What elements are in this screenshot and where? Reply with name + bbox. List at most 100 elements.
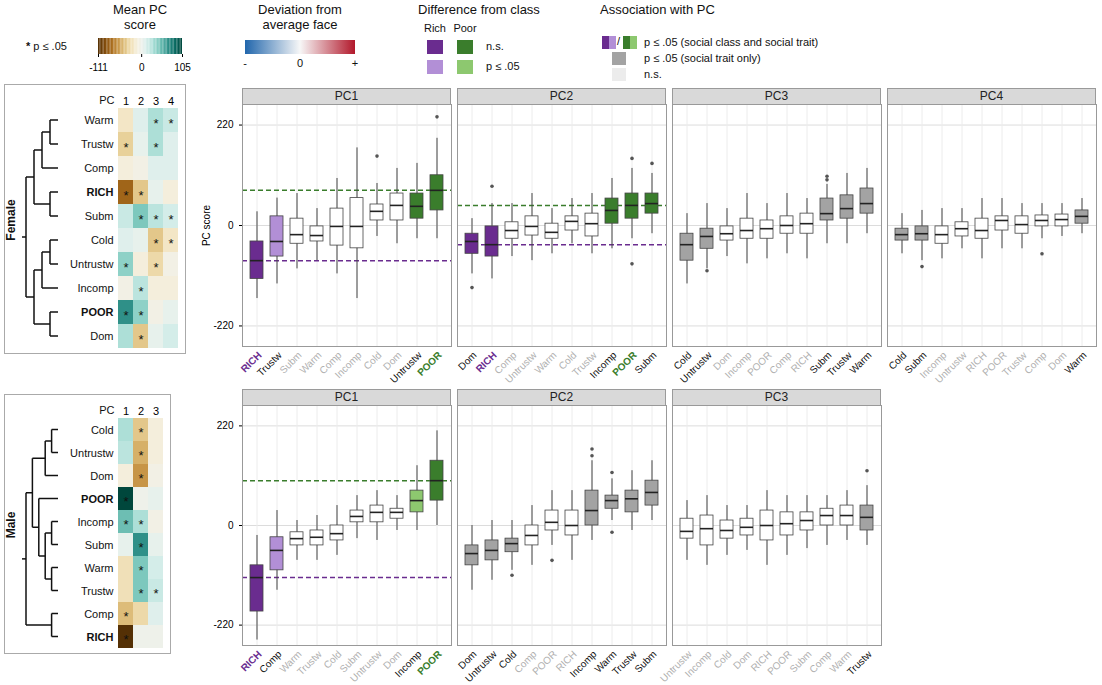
svg-text:Untrustw: Untrustw (678, 349, 714, 385)
svg-text:*: * (138, 425, 143, 440)
svg-text:*: * (123, 308, 128, 323)
svg-text:POOR: POOR (415, 648, 444, 677)
svg-text:Cold: Cold (91, 424, 114, 436)
svg-text:Incomp: Incomp (333, 349, 364, 380)
svg-text:4: 4 (168, 95, 174, 107)
svg-text:Untrustw: Untrustw (503, 349, 539, 386)
svg-text:Cold: Cold (711, 648, 733, 670)
svg-text:Trustw: Trustw (845, 648, 874, 677)
svg-text:Warm: Warm (1062, 349, 1088, 375)
svg-text:-220: -220 (213, 619, 233, 630)
svg-text:*: * (123, 517, 128, 532)
svg-text:0: 0 (228, 520, 234, 531)
svg-text:*: * (138, 517, 143, 532)
svg-text:Cold: Cold (361, 349, 383, 371)
svg-text:Warm: Warm (532, 349, 558, 375)
svg-text:PC: PC (99, 94, 114, 106)
svg-text:*: * (153, 140, 158, 155)
svg-text:*: * (138, 188, 143, 203)
svg-text:Warm: Warm (85, 114, 114, 126)
svg-text:POOR: POOR (415, 349, 444, 378)
svg-text:*: * (138, 284, 143, 299)
svg-text:Untrustw: Untrustw (463, 648, 499, 684)
svg-text:RICH: RICH (474, 349, 499, 374)
svg-text:Female: Female (4, 199, 18, 241)
svg-text:220: 220 (217, 420, 234, 431)
svg-text:*: * (153, 236, 158, 251)
svg-text:Subm: Subm (85, 539, 114, 551)
svg-text:Incomp: Incomp (77, 282, 113, 294)
svg-text:*: * (138, 540, 143, 555)
svg-text:*: * (123, 609, 128, 624)
svg-text:POOR: POOR (530, 648, 559, 677)
svg-text:PC score: PC score (201, 205, 212, 247)
svg-text:*: * (138, 332, 143, 347)
svg-text:2: 2 (138, 95, 144, 107)
svg-text:0: 0 (228, 220, 234, 231)
svg-text:RICH: RICH (239, 648, 264, 673)
svg-text:*: * (123, 260, 128, 275)
svg-text:Male: Male (4, 511, 18, 538)
svg-text:*: * (138, 308, 143, 323)
svg-text:Subm: Subm (632, 349, 658, 375)
svg-text:Trustw: Trustw (610, 648, 639, 677)
svg-text:*: * (153, 212, 158, 227)
svg-text:Warm: Warm (847, 349, 873, 375)
svg-text:2: 2 (138, 405, 144, 417)
svg-text:*: * (153, 116, 158, 131)
svg-text:Trustw: Trustw (295, 648, 324, 677)
svg-text:RICH: RICH (87, 631, 114, 643)
svg-text:*: * (123, 494, 128, 509)
svg-text:POOR: POOR (81, 493, 113, 505)
svg-text:POOR: POOR (765, 648, 794, 677)
svg-text:*: * (153, 260, 158, 275)
svg-text:1: 1 (123, 405, 129, 417)
svg-text:POOR: POOR (81, 306, 113, 318)
svg-text:Trustw: Trustw (1000, 349, 1029, 378)
svg-text:Cold: Cold (91, 234, 114, 246)
svg-text:*: * (168, 212, 173, 227)
svg-text:*: * (168, 116, 173, 131)
svg-text:Comp: Comp (1022, 349, 1049, 376)
svg-text:*: * (123, 188, 128, 203)
svg-text:-220: -220 (213, 320, 233, 331)
svg-text:Trustw: Trustw (81, 138, 114, 150)
svg-text:3: 3 (153, 95, 159, 107)
svg-text:*: * (123, 140, 128, 155)
svg-text:Incomp: Incomp (683, 648, 714, 679)
svg-text:Trustw: Trustw (825, 349, 854, 378)
svg-text:RICH: RICH (239, 349, 264, 374)
svg-text:Subm: Subm (85, 210, 114, 222)
svg-text:*: * (138, 471, 143, 486)
svg-text:Warm: Warm (85, 562, 114, 574)
svg-text:*: * (153, 586, 158, 601)
svg-text:Comp: Comp (84, 608, 113, 620)
svg-text:-111: -111 (89, 62, 108, 73)
svg-text:PC: PC (99, 404, 114, 416)
svg-text:POOR: POOR (745, 349, 774, 378)
svg-text:*: * (138, 586, 143, 601)
svg-text:*: * (138, 212, 143, 227)
svg-text:0: 0 (139, 62, 145, 73)
svg-text:Untrustw: Untrustw (70, 258, 113, 270)
svg-text:Untrustw: Untrustw (388, 349, 424, 386)
svg-text:Untrustw: Untrustw (70, 447, 113, 459)
svg-text:Incomp: Incomp (77, 516, 113, 528)
svg-text:220: 220 (217, 119, 234, 130)
svg-text:Comp: Comp (84, 162, 113, 174)
svg-text:Trustw: Trustw (81, 585, 114, 597)
svg-text:Subm: Subm (632, 648, 658, 674)
svg-text:1: 1 (123, 95, 129, 107)
svg-text:*: * (168, 236, 173, 251)
svg-text:Dom: Dom (90, 470, 113, 482)
svg-text:Untrustw: Untrustw (348, 648, 384, 684)
svg-text:Comp: Comp (767, 349, 794, 376)
svg-text:Dom: Dom (90, 330, 113, 342)
svg-text:*: * (138, 563, 143, 578)
svg-text:RICH: RICH (87, 186, 114, 198)
svg-text:*: * (123, 632, 128, 647)
svg-text:*: * (138, 448, 143, 463)
svg-text:105: 105 (174, 62, 191, 73)
svg-text:POOR: POOR (610, 349, 639, 378)
svg-text:3: 3 (153, 405, 159, 417)
